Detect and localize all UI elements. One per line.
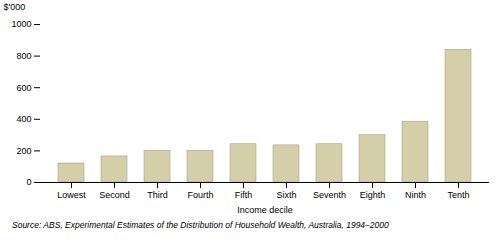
svg-text:600: 600 [16, 83, 31, 93]
svg-text:200: 200 [16, 146, 31, 156]
svg-text:Second: Second [99, 190, 130, 200]
svg-text:Income decile: Income decile [237, 205, 293, 215]
svg-text:Ninth: Ninth [405, 190, 426, 200]
svg-text:Third: Third [147, 190, 168, 200]
svg-text:Seventh: Seventh [313, 190, 346, 200]
svg-text:Lowest: Lowest [57, 190, 86, 200]
html-text:Source: ABS, Experimental Esti: Source: ABS, Experimental Estimates of t… [12, 220, 389, 230]
svg-text:Sixth: Sixth [276, 190, 296, 200]
svg-text:Fifth: Fifth [235, 190, 253, 200]
svg-text:0: 0 [26, 177, 31, 187]
svg-text:1000: 1000 [11, 19, 31, 29]
svg-text:Eighth: Eighth [360, 190, 386, 200]
svg-text:400: 400 [16, 114, 31, 124]
svg-text:$'000: $'000 [4, 2, 26, 12]
svg-text:Tenth: Tenth [447, 190, 469, 200]
svg-text:800: 800 [16, 51, 31, 61]
svg-text:Fourth: Fourth [187, 190, 213, 200]
